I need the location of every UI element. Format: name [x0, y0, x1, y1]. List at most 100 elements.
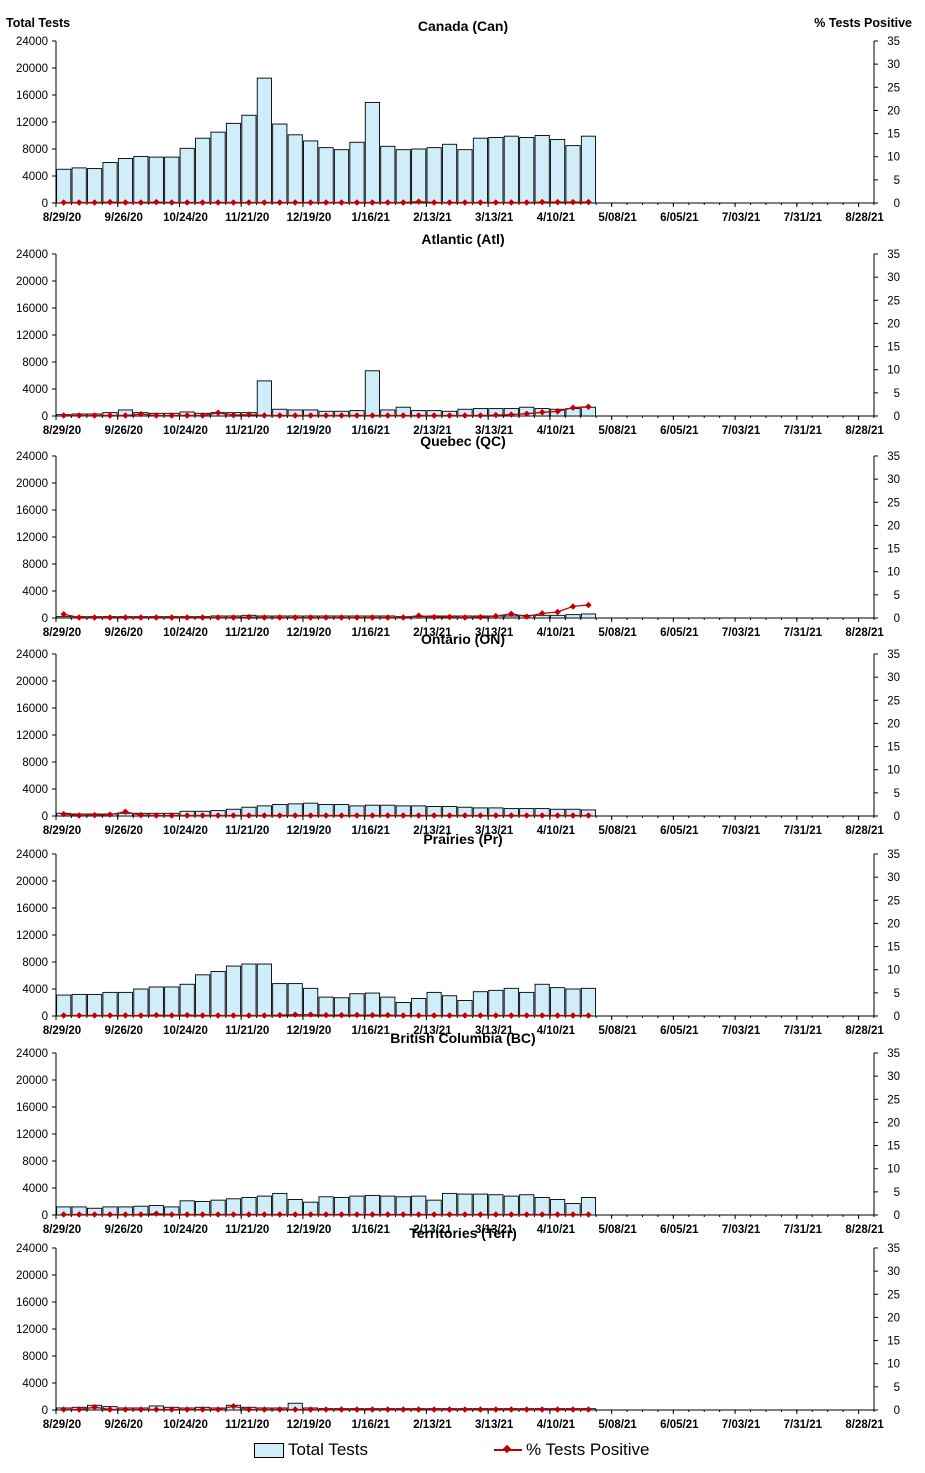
line-point	[276, 1011, 284, 1019]
line-point	[322, 1406, 330, 1413]
bar	[148, 156, 164, 204]
bar	[210, 971, 226, 1017]
x-tick-label: 3/13/21	[475, 425, 514, 437]
bar	[225, 965, 242, 1017]
right-tick-label: 0	[894, 198, 900, 210]
x-tick-label: 3/13/21	[475, 627, 514, 639]
line-point	[384, 1406, 392, 1413]
line-point	[137, 1406, 145, 1413]
x-tick-label: 1/16/21	[351, 627, 390, 639]
right-tick-label: 35	[887, 451, 900, 463]
x-tick-label: 11/21/20	[225, 1419, 269, 1431]
bar	[441, 143, 458, 204]
x-tick-label: 8/28/21	[845, 1025, 884, 1037]
right-tick-label: 5	[894, 1382, 900, 1394]
line-point	[585, 198, 592, 206]
line-point	[415, 412, 422, 419]
left-tick-label: 12000	[16, 1324, 48, 1336]
line-point	[307, 199, 314, 206]
bar	[364, 101, 380, 204]
left-tick-label: 8000	[22, 144, 48, 156]
line-point	[415, 812, 422, 819]
right-tick-label: 20	[887, 718, 900, 730]
x-tick-label: 8/29/20	[43, 627, 81, 639]
line-point	[508, 199, 515, 206]
line-point	[430, 1012, 438, 1019]
line-point	[554, 1012, 561, 1019]
line-point	[384, 412, 392, 419]
x-tick-label: 2/13/21	[413, 627, 452, 639]
bar	[472, 137, 489, 204]
line-point	[338, 1011, 345, 1019]
bar	[133, 155, 149, 204]
x-tick-label: 8/29/20	[43, 425, 81, 437]
right-tick-label: 25	[887, 82, 900, 94]
x-tick-label: 10/24/20	[163, 425, 208, 437]
line-point	[276, 412, 284, 419]
x-tick-label: 5/08/21	[598, 1025, 637, 1037]
line-point	[60, 412, 67, 419]
x-tick-label: 9/26/20	[105, 627, 143, 639]
line-point	[106, 614, 114, 621]
x-tick-label: 12/19/20	[287, 825, 332, 837]
left-tick-label: 16000	[16, 903, 48, 915]
line-point	[523, 199, 530, 206]
left-tick-label: 8000	[22, 957, 48, 969]
line-point	[230, 614, 237, 621]
line-point	[523, 410, 530, 417]
left-tick-label: 0	[42, 811, 48, 823]
line-point	[415, 1012, 422, 1019]
right-tick-label: 35	[887, 849, 900, 861]
line-point	[60, 199, 67, 206]
bar	[164, 986, 180, 1017]
line-point	[214, 409, 222, 416]
x-tick-label: 5/08/21	[598, 425, 637, 437]
right-tick-label: 20	[887, 105, 900, 117]
line-point	[399, 1406, 407, 1413]
right-tick-label: 0	[894, 613, 900, 625]
left-tick-label: 16000	[16, 1297, 48, 1309]
line-point	[461, 412, 469, 419]
panel-1: Atlantic (Atl) 0 4000 8000 12000 16000 20000 24…	[16, 231, 900, 437]
line-point	[183, 199, 191, 206]
x-tick-label: 8/28/21	[845, 825, 884, 837]
right-tick-label: 5	[894, 788, 900, 800]
x-tick-label: 2/13/21	[413, 1419, 452, 1431]
bar	[565, 145, 581, 204]
line-point	[291, 614, 299, 621]
line-point	[338, 199, 345, 206]
line-point	[538, 1406, 546, 1413]
x-tick-label: 10/24/20	[163, 212, 208, 224]
x-tick-label: 11/21/20	[225, 627, 269, 639]
left-tick-label: 20000	[16, 276, 48, 288]
x-tick-label: 8/29/20	[43, 212, 81, 224]
line-point	[538, 409, 546, 416]
right-tick-label: 0	[894, 411, 900, 423]
line-point	[137, 811, 145, 819]
line-point	[307, 1011, 314, 1018]
right-tick-label: 20	[887, 520, 900, 532]
line-point	[137, 1012, 145, 1019]
line-point	[91, 1211, 98, 1218]
left-tick-label: 20000	[16, 676, 48, 688]
line-point	[353, 1406, 361, 1413]
right-tick-label: 5	[894, 590, 900, 602]
right-tick-label: 15	[887, 942, 900, 954]
left-tick-label: 24000	[16, 849, 48, 861]
line-point	[523, 1211, 530, 1218]
bar	[580, 135, 597, 204]
line-point	[430, 199, 438, 206]
line-point	[137, 614, 145, 621]
line-point	[585, 1012, 592, 1019]
x-tick-label: 12/19/20	[287, 425, 332, 437]
x-tick-label: 7/31/21	[784, 627, 823, 639]
line-point	[122, 412, 129, 419]
bar	[534, 983, 550, 1017]
bar	[117, 157, 134, 204]
line-point	[261, 199, 268, 206]
x-tick-label: 2/13/21	[413, 212, 452, 224]
x-tick-label: 1/16/21	[351, 1419, 390, 1431]
line-point	[276, 1211, 284, 1218]
right-tick-label: 10	[887, 567, 900, 579]
x-tick-label: 8/28/21	[845, 1224, 884, 1236]
